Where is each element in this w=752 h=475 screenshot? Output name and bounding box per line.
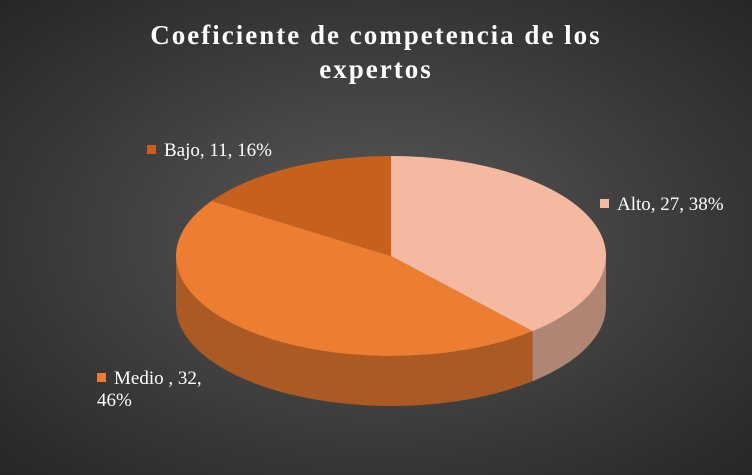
data-label: Bajo, 11, 16% [147,140,347,162]
slice-side [532,256,606,382]
slice [211,156,391,256]
label-text: Bajo, 11, 16% [164,140,273,161]
label-text: Medio , 32, 46% [97,368,202,411]
slice [176,200,533,356]
data-label: Alto, 27, 38% [600,194,750,216]
slice [391,156,606,332]
label-text: Alto, 27, 38% [617,194,724,215]
data-label: Medio , 32, 46% [97,368,217,412]
slice-side [176,256,533,406]
legend-marker [147,145,156,154]
chart-title: Coeficiente de competencia de los expert… [150,20,602,84]
legend-marker [97,373,106,382]
legend-marker [600,199,609,208]
